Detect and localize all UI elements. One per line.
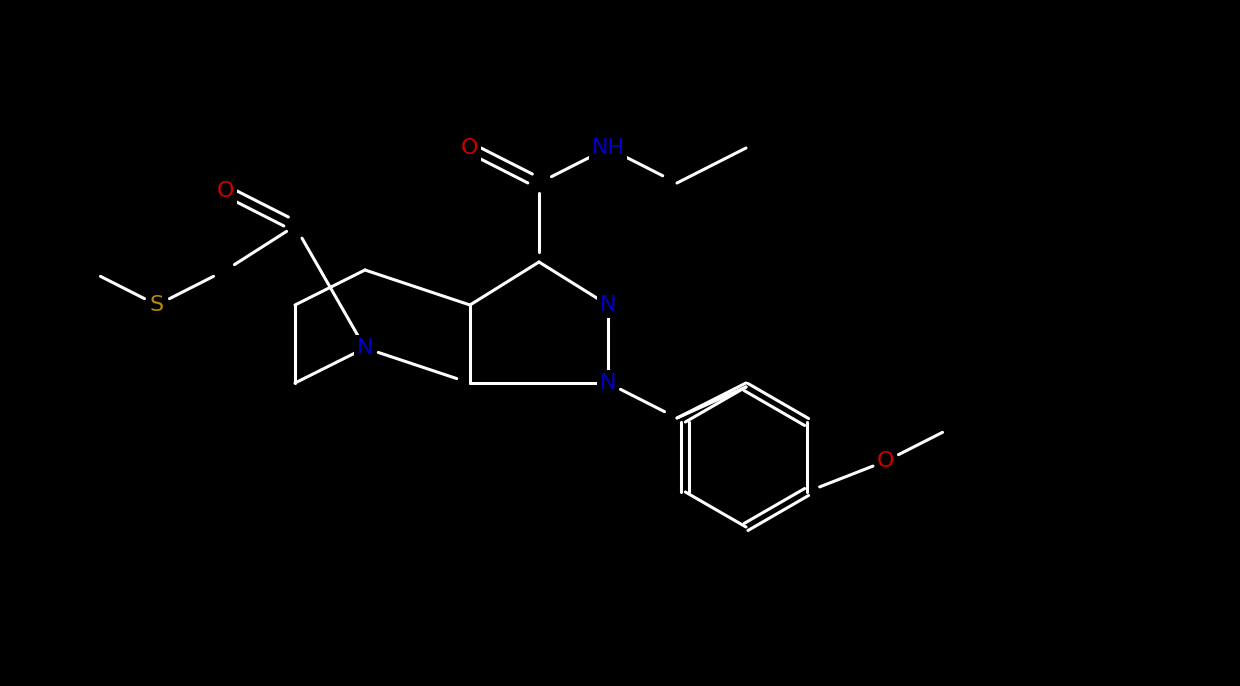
- Text: O: O: [877, 451, 895, 471]
- Text: S: S: [150, 295, 164, 315]
- Text: N: N: [600, 373, 616, 393]
- Text: O: O: [217, 181, 234, 201]
- Text: O: O: [461, 138, 479, 158]
- Text: N: N: [600, 295, 616, 315]
- Text: NH: NH: [591, 138, 625, 158]
- Text: N: N: [357, 338, 373, 358]
